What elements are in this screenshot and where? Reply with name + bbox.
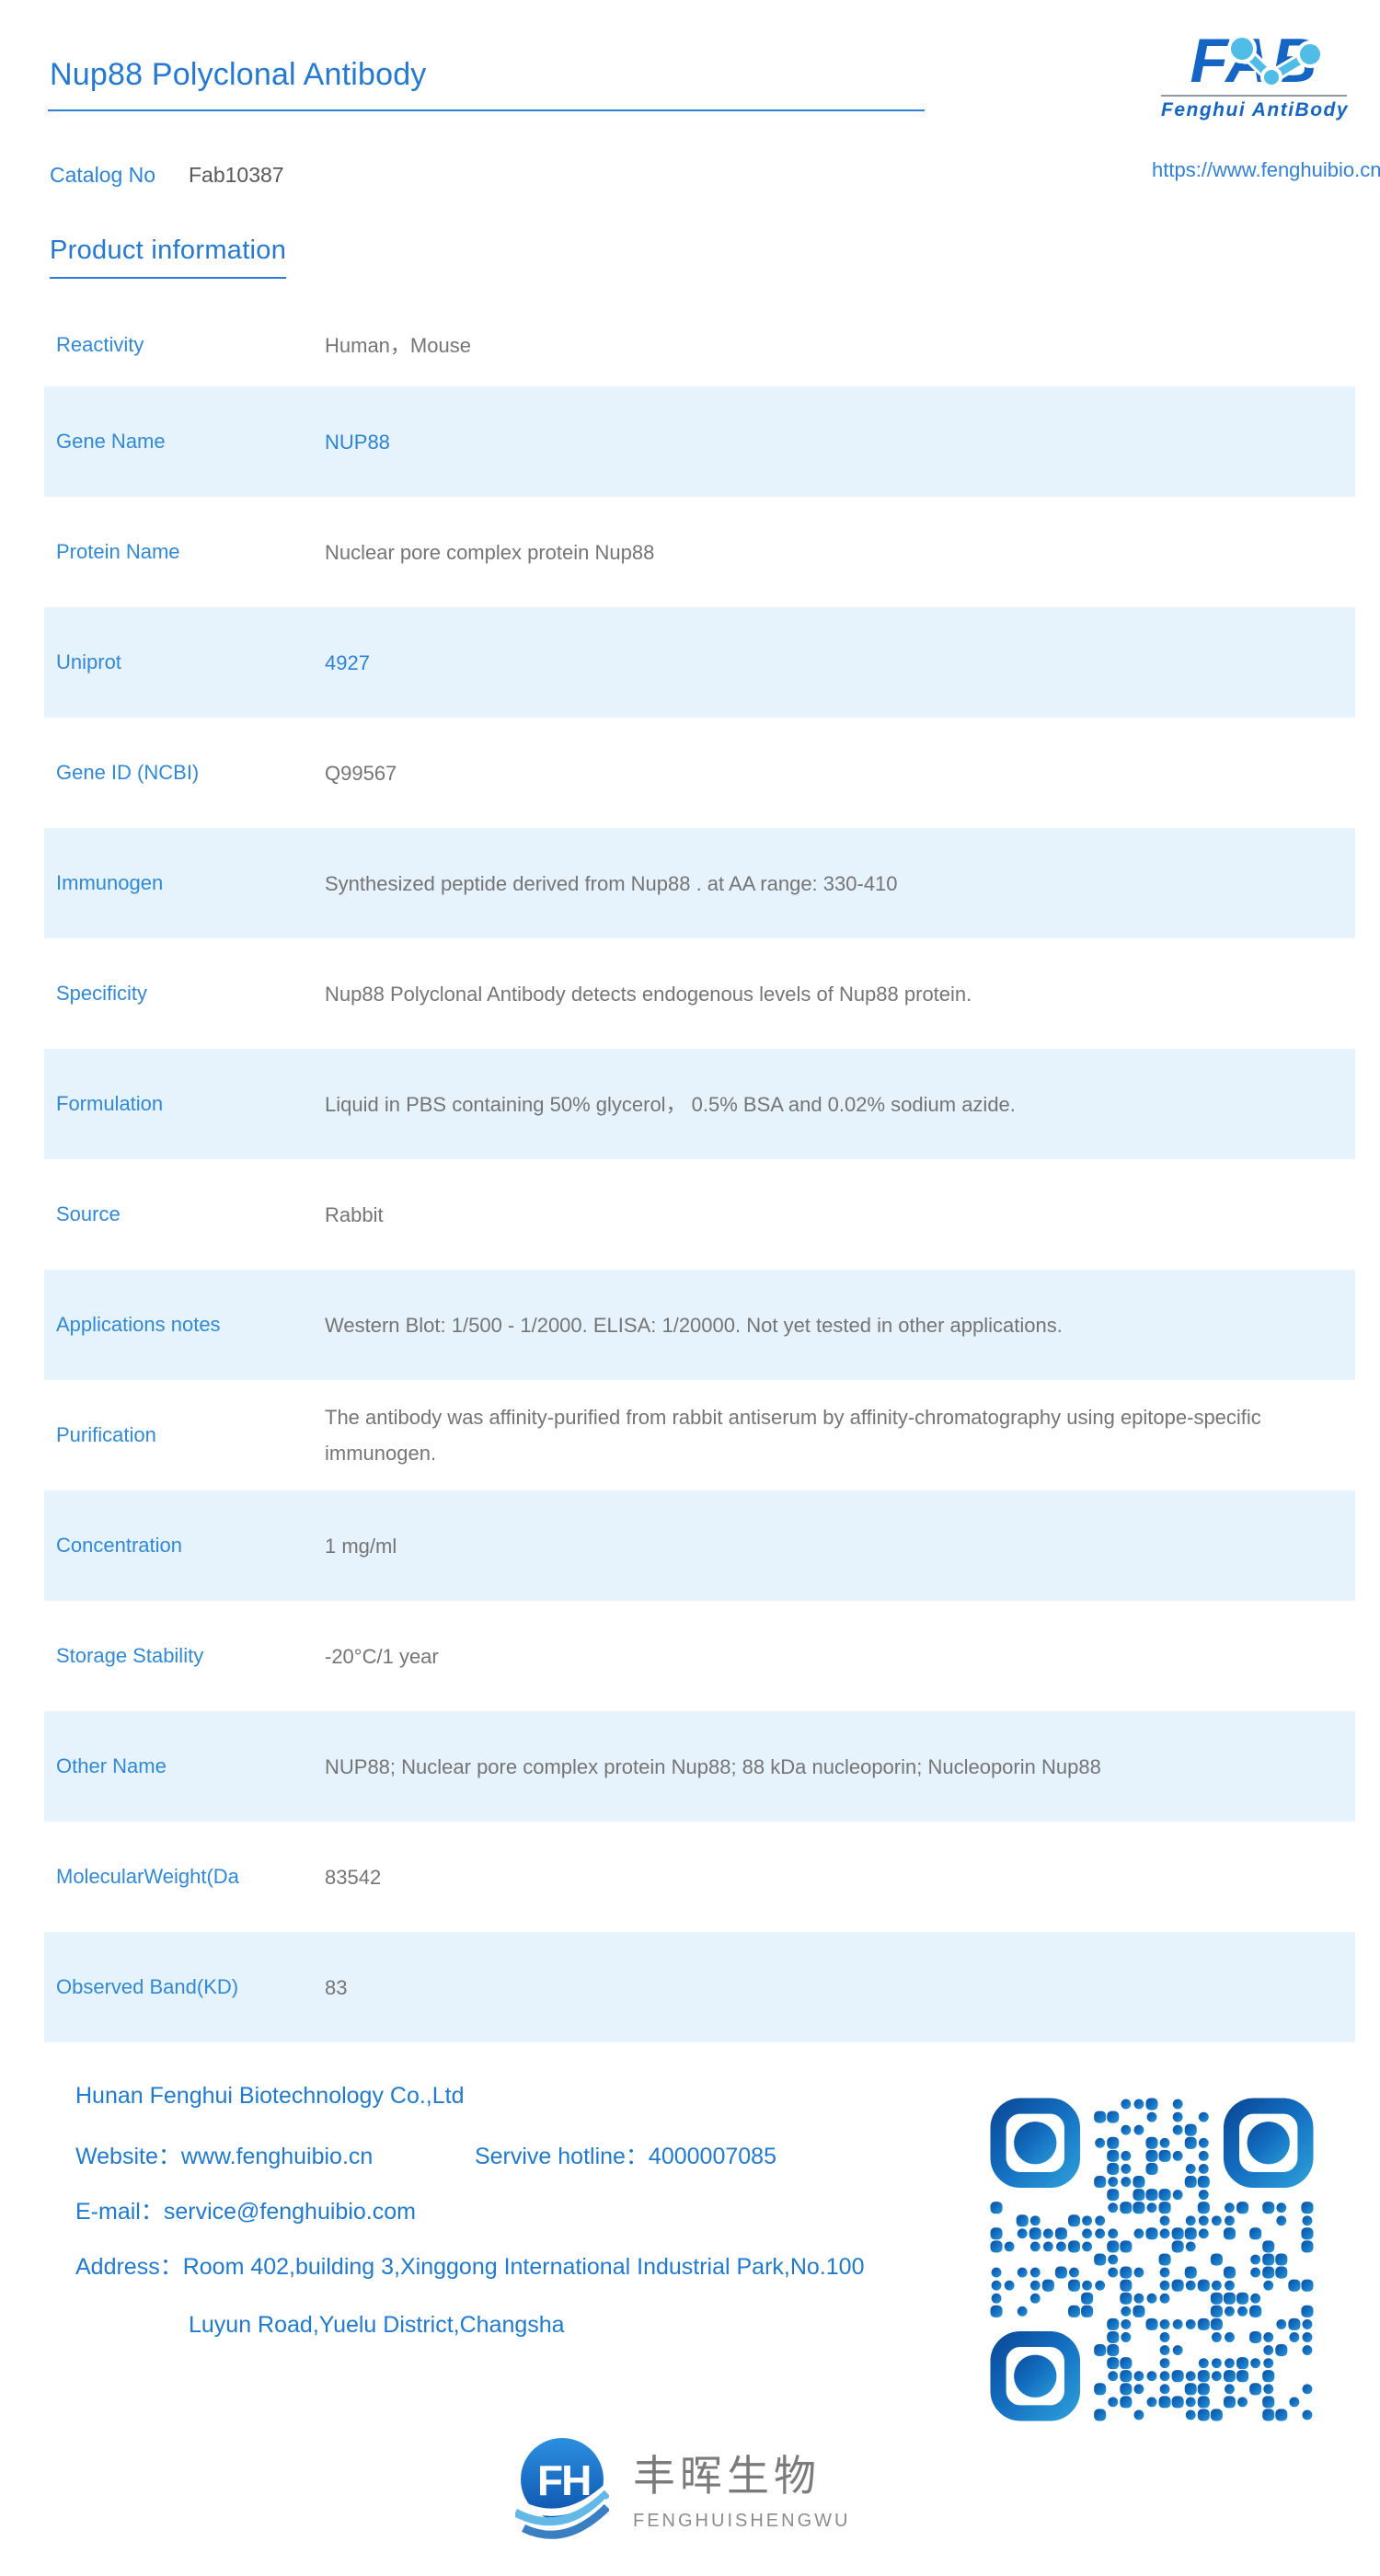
row-value: Rabbit bbox=[325, 1202, 384, 1226]
row-value: Western Blot: 1/500 - 1/2000. ELISA: 1/2… bbox=[325, 1313, 1063, 1337]
row-value: Human，Mouse bbox=[325, 333, 471, 357]
bottom-logo-text: 丰晖生物 FENGHUISHENGWU bbox=[633, 2453, 850, 2539]
row-label: Specificity bbox=[56, 982, 148, 1005]
bottom-logo: FH 丰晖生物 FENGHUISHENGWU bbox=[515, 2436, 850, 2539]
fh-monogram: FH bbox=[537, 2456, 590, 2504]
table-row: Purification The antibody was affinity-p… bbox=[44, 1380, 1355, 1490]
row-value: 1 mg/ml bbox=[325, 1534, 397, 1558]
row-label: Observed Band(KD) bbox=[56, 1975, 239, 1998]
logo-divider bbox=[1161, 95, 1347, 97]
table-row: Storage Stability -20°C/1 year bbox=[44, 1601, 1355, 1711]
row-value-link[interactable]: 4927 bbox=[325, 650, 370, 674]
table-row: Specificity Nup88 Polyclonal Antibody de… bbox=[44, 938, 1355, 1049]
table-row: Concentration 1 mg/ml bbox=[44, 1490, 1355, 1601]
catalog-no-value: Fab10387 bbox=[189, 163, 284, 187]
row-label: Protein Name bbox=[56, 540, 180, 563]
row-value: -20°C/1 year bbox=[325, 1644, 439, 1668]
section-heading: Product information bbox=[50, 236, 287, 279]
row-label: Applications notes bbox=[56, 1313, 221, 1336]
table-row: Protein Name Nuclear pore complex protei… bbox=[44, 497, 1355, 607]
row-label: Source bbox=[56, 1202, 121, 1225]
footer-address-line1: Address：Room 402,building 3,Xinggong Int… bbox=[75, 2254, 865, 2280]
page-title: Nup88 Polyclonal Antibody bbox=[50, 57, 427, 92]
row-label: Formulation bbox=[56, 1092, 164, 1115]
row-label: Reactivity bbox=[56, 333, 144, 356]
row-label: Concentration bbox=[56, 1534, 182, 1557]
row-value: Synthesized peptide derived from Nup88 .… bbox=[325, 871, 898, 895]
row-value: The antibody was affinity-purified from … bbox=[325, 1406, 1261, 1465]
table-row: Observed Band(KD) 83 bbox=[44, 1932, 1355, 2042]
row-label: MolecularWeight(Da bbox=[56, 1865, 239, 1888]
row-label: Gene Name bbox=[56, 430, 166, 453]
qr-code bbox=[990, 2098, 1314, 2421]
logo-subtitle: Fenghui AntiBody bbox=[1161, 99, 1350, 121]
table-row: Other Name NUP88; Nuclear pore complex p… bbox=[44, 1711, 1355, 1822]
table-row: Applications notes Western Blot: 1/500 -… bbox=[44, 1270, 1355, 1380]
row-value: Nup88 Polyclonal Antibody detects endoge… bbox=[325, 982, 972, 1006]
product-info-table: Reactivity Human，Mouse Gene Name NUP88 P… bbox=[44, 304, 1355, 2042]
table-row: Gene ID (NCBI) Q99567 bbox=[44, 718, 1355, 828]
table-row: Reactivity Human，Mouse bbox=[44, 304, 1355, 386]
footer-hotline: Servive hotline：4000007085 bbox=[474, 2144, 776, 2169]
table-row: Uniprot 4927 bbox=[44, 607, 1355, 718]
row-value: Liquid in PBS containing 50% glycerol， 0… bbox=[325, 1092, 1016, 1116]
company-name-cn: 丰晖生物 bbox=[633, 2452, 821, 2500]
footer-company: Hunan Fenghui Biotechnology Co.,Ltd bbox=[75, 2083, 465, 2109]
row-value: 83 bbox=[325, 1975, 348, 1999]
footer-email[interactable]: E-mail：service@fenghuibio.com bbox=[75, 2199, 416, 2225]
footer-address-line2: Luyun Road,Yuelu District,Changsha bbox=[189, 2312, 565, 2338]
title-underline bbox=[48, 109, 925, 111]
row-label: Immunogen bbox=[56, 871, 164, 894]
catalog-no-label: Catalog No bbox=[50, 163, 156, 187]
row-value-link[interactable]: NUP88 bbox=[325, 430, 390, 454]
row-label: Other Name bbox=[56, 1754, 167, 1777]
fh-circle-logo-icon: FH bbox=[515, 2438, 609, 2539]
row-label: Purification bbox=[56, 1423, 156, 1446]
row-label: Uniprot bbox=[56, 650, 121, 673]
company-name-en: FENGHUISHENGWU bbox=[633, 2510, 851, 2531]
table-row: Gene Name NUP88 bbox=[44, 386, 1355, 497]
company-logo: FAB Fenghui AntiBody bbox=[1161, 26, 1350, 121]
row-value: NUP88; Nuclear pore complex protein Nup8… bbox=[325, 1754, 1101, 1778]
table-row: Immunogen Synthesized peptide derived fr… bbox=[44, 828, 1355, 938]
table-row: Formulation Liquid in PBS containing 50%… bbox=[44, 1049, 1355, 1159]
row-value: 83542 bbox=[325, 1865, 382, 1889]
website-link[interactable]: https://www.fenghuibio.cn bbox=[1152, 158, 1380, 181]
table-row: Source Rabbit bbox=[44, 1159, 1355, 1270]
row-label: Storage Stability bbox=[56, 1644, 204, 1667]
table-row: MolecularWeight(Da 83542 bbox=[44, 1822, 1355, 1932]
footer-website[interactable]: Website：www.fenghuibio.cn bbox=[75, 2144, 374, 2169]
row-label: Gene ID (NCBI) bbox=[56, 761, 200, 784]
row-value: Nuclear pore complex protein Nup88 bbox=[325, 540, 655, 564]
fab-logo-text: FAB bbox=[1190, 26, 1318, 96]
row-value: Q99567 bbox=[325, 761, 397, 785]
footer-website-hotline: Website：www.fenghuibio.cn Servive hotlin… bbox=[75, 2138, 776, 2171]
